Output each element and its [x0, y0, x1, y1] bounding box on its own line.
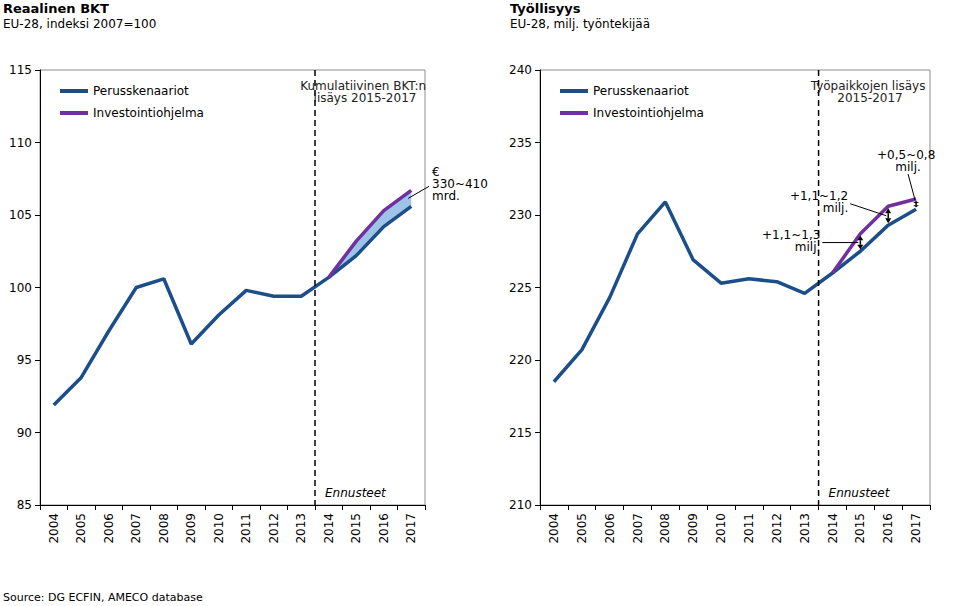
svg-text:105: 105 — [9, 208, 32, 222]
svg-text:115: 115 — [9, 63, 32, 77]
svg-text:milj.: milj. — [895, 160, 921, 174]
svg-text:2014: 2014 — [322, 513, 336, 544]
svg-text:2013: 2013 — [294, 513, 308, 544]
svg-text:Työllisyys: Työllisyys — [510, 1, 581, 16]
svg-text:Ennusteet: Ennusteet — [325, 486, 387, 500]
svg-text:2012: 2012 — [770, 513, 784, 544]
svg-text:2010: 2010 — [714, 513, 728, 544]
svg-text:2013: 2013 — [798, 513, 812, 544]
svg-text:2007: 2007 — [129, 513, 143, 544]
svg-text:EU-28, milj. työntekijää: EU-28, milj. työntekijää — [510, 17, 650, 31]
svg-text:Source: DG ECFIN, AMECO databa: Source: DG ECFIN, AMECO database — [3, 591, 203, 604]
svg-text:220: 220 — [509, 353, 532, 367]
svg-text:235: 235 — [509, 136, 532, 150]
svg-text:2016: 2016 — [377, 513, 391, 544]
svg-text:100: 100 — [9, 281, 32, 295]
svg-text:2017: 2017 — [404, 513, 418, 544]
svg-text:Kumulatiivinen BKT:n: Kumulatiivinen BKT:n — [300, 79, 430, 93]
svg-text:90: 90 — [17, 426, 32, 440]
svg-text:2008: 2008 — [658, 513, 672, 544]
svg-text:2005: 2005 — [74, 513, 88, 544]
svg-text:2005: 2005 — [575, 513, 589, 544]
svg-text:85: 85 — [17, 498, 32, 512]
svg-text:2015: 2015 — [349, 513, 363, 544]
svg-text:2004: 2004 — [547, 513, 561, 544]
svg-text:2014: 2014 — [826, 513, 840, 544]
svg-text:milj.: milj. — [819, 201, 848, 215]
svg-text:2011: 2011 — [742, 513, 756, 544]
svg-text:2015: 2015 — [853, 513, 867, 544]
svg-text:2006: 2006 — [603, 513, 617, 544]
svg-text:2009: 2009 — [686, 513, 700, 544]
svg-text:215: 215 — [509, 426, 532, 440]
svg-text:+1,1~1,2: +1,1~1,2 — [789, 188, 849, 203]
svg-text:2011: 2011 — [239, 513, 253, 544]
svg-text:+1,1~1,3: +1,1~1,3 — [762, 227, 821, 242]
svg-text:2008: 2008 — [157, 513, 171, 544]
svg-text:Ennusteet: Ennusteet — [829, 486, 891, 500]
svg-text:+0,5~0,8: +0,5~0,8 — [877, 148, 940, 163]
svg-text:110: 110 — [9, 136, 32, 150]
svg-text:lisäys 2015-2017: lisäys 2015-2017 — [314, 91, 417, 105]
svg-text:2015-2017: 2015-2017 — [837, 91, 902, 105]
svg-text:2007: 2007 — [631, 513, 645, 544]
svg-text:95: 95 — [17, 353, 32, 367]
svg-text:Perusskenaariot: Perusskenaariot — [593, 84, 689, 98]
svg-text:230: 230 — [509, 208, 532, 222]
svg-text:2012: 2012 — [267, 513, 281, 544]
svg-text:Työpaikkojen lisäys: Työpaikkojen lisäys — [810, 79, 930, 93]
svg-text:2010: 2010 — [212, 513, 226, 544]
svg-text:EU-28, indeksi 2007=100: EU-28, indeksi 2007=100 — [3, 17, 156, 31]
svg-text:2017: 2017 — [909, 513, 923, 544]
svg-text:2006: 2006 — [102, 513, 116, 544]
svg-text:2004: 2004 — [47, 513, 61, 544]
svg-text:mrd.: mrd. — [432, 189, 460, 203]
svg-text:Reaalinen BKT: Reaalinen BKT — [3, 1, 109, 16]
svg-text:milj.: milj. — [791, 240, 820, 254]
svg-text:225: 225 — [509, 281, 532, 295]
svg-text:240: 240 — [509, 63, 532, 77]
svg-text:Perusskenaariot: Perusskenaariot — [93, 84, 189, 98]
svg-text:Investointiohjelma: Investointiohjelma — [93, 106, 204, 120]
svg-text:2009: 2009 — [184, 513, 198, 544]
svg-text:330~410: 330~410 — [432, 177, 492, 192]
svg-text:210: 210 — [509, 498, 532, 512]
svg-text:Investointiohjelma: Investointiohjelma — [593, 106, 704, 120]
svg-text:2016: 2016 — [881, 513, 895, 544]
